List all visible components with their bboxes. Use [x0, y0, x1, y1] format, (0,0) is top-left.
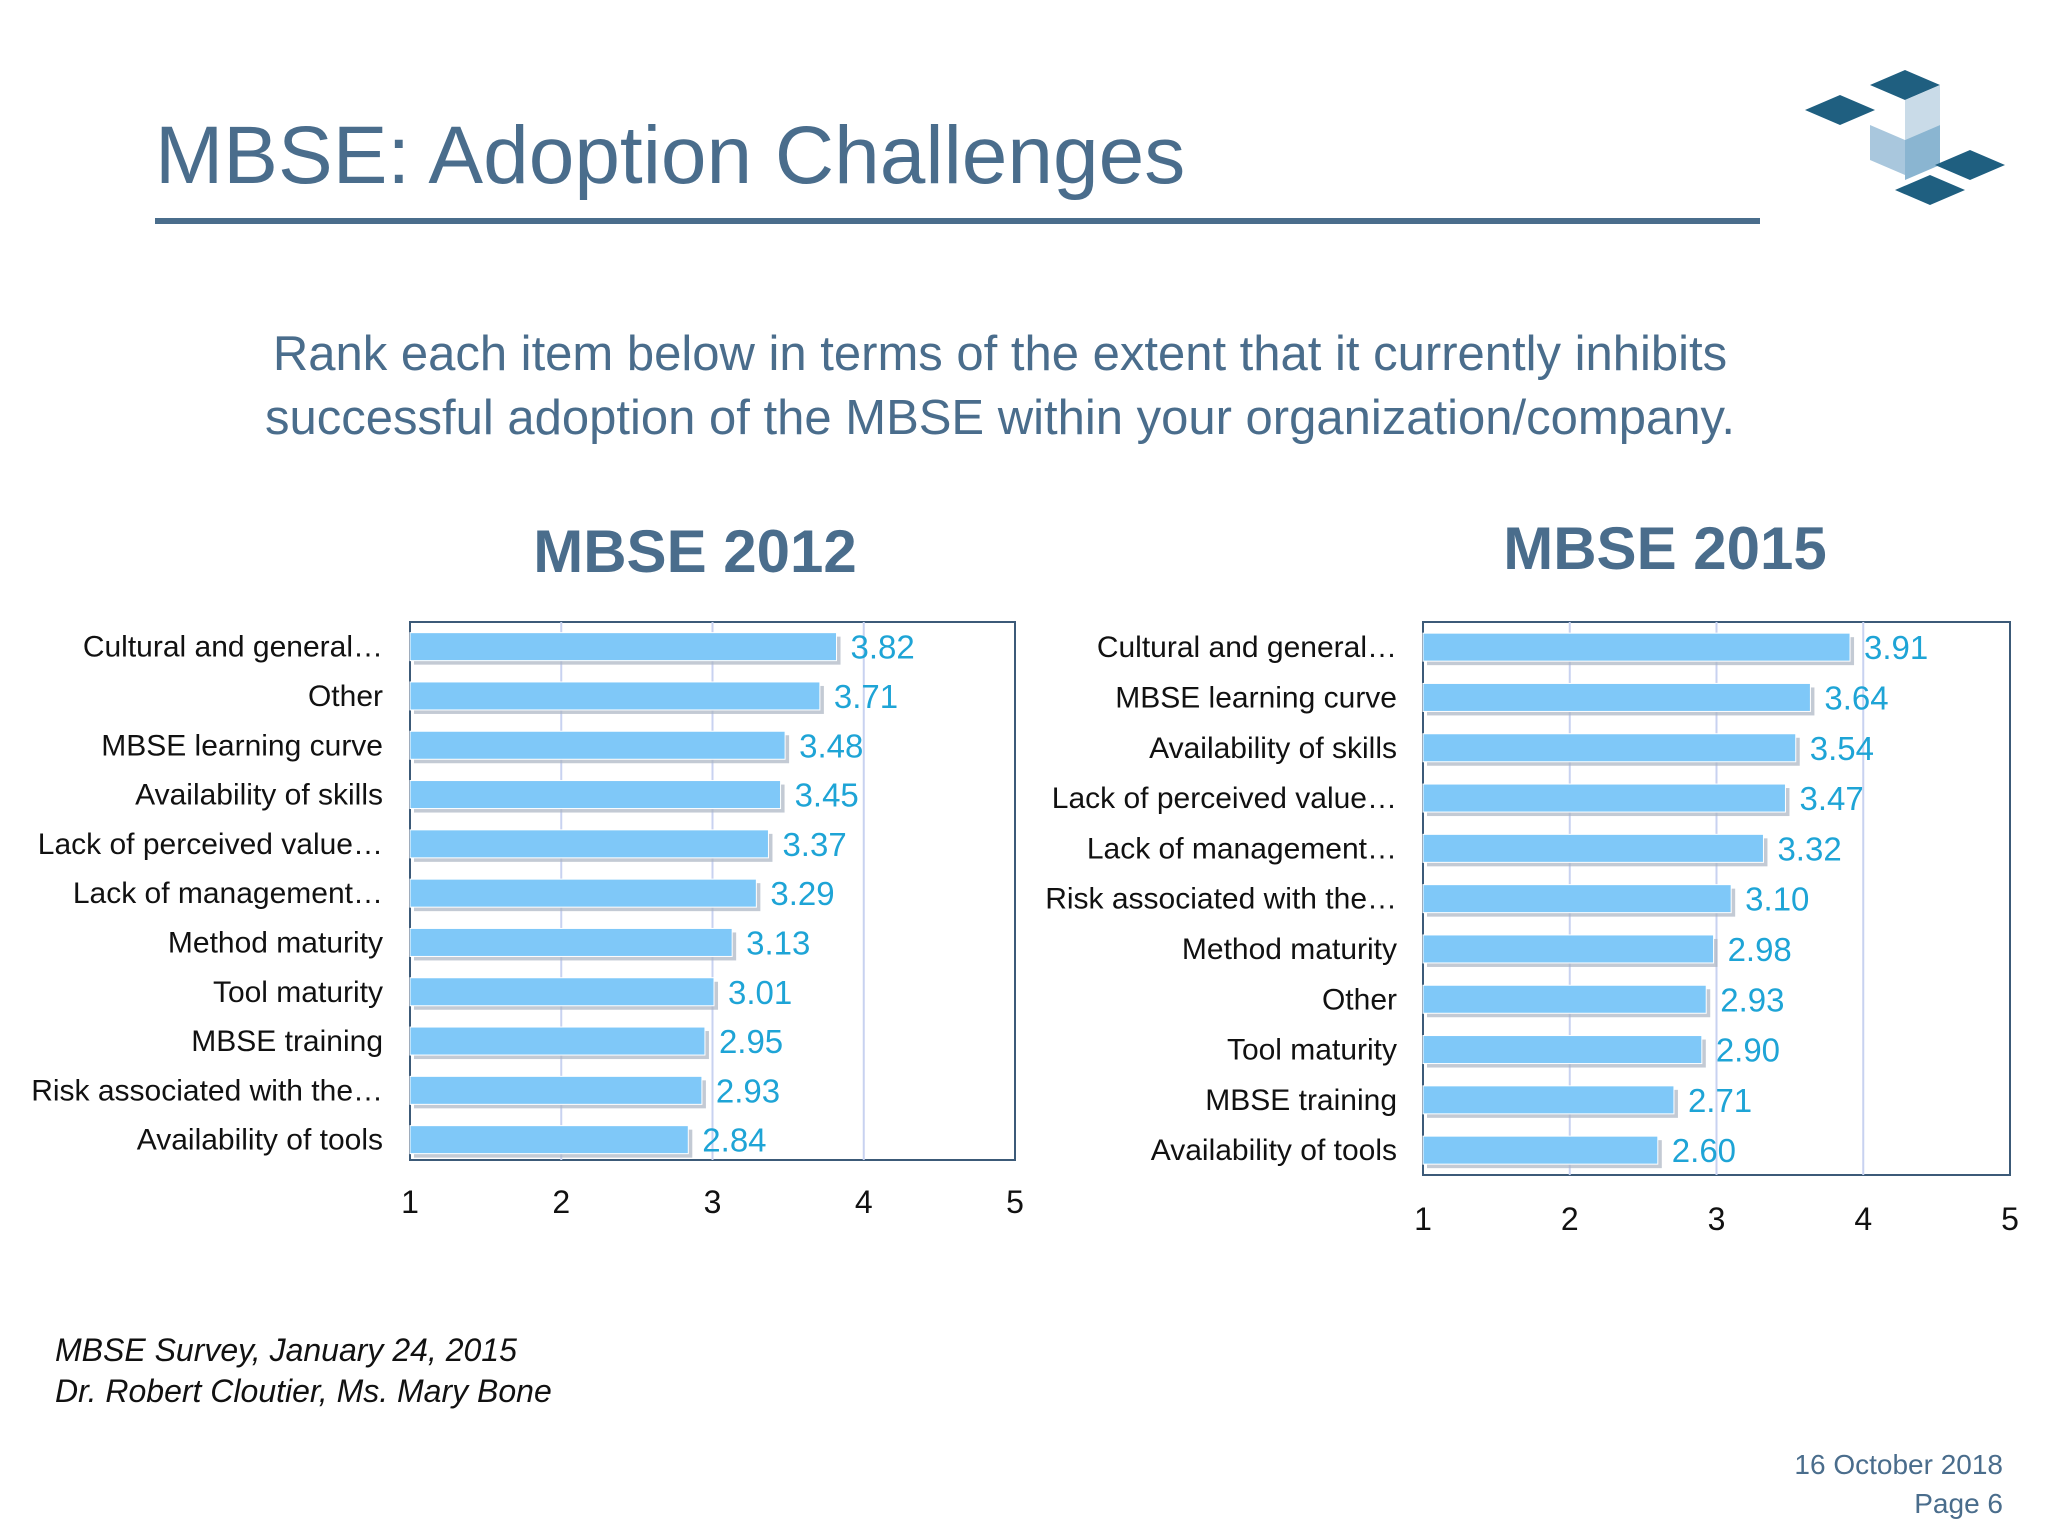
- chart-2015-title: MBSE 2015: [1503, 515, 1827, 582]
- category-label: MBSE learning curve: [101, 729, 383, 762]
- category-label: MBSE training: [191, 1025, 383, 1058]
- stacked-cubes-logo-icon: [1805, 70, 2005, 205]
- bar: [1422, 783, 1786, 813]
- value-label: 3.45: [795, 777, 859, 814]
- category-label: Lack of perceived value…: [38, 828, 383, 861]
- value-label: 2.71: [1688, 1082, 1752, 1119]
- category-label: Lack of management…: [1087, 832, 1397, 865]
- x-tick-label: 2: [1561, 1201, 1579, 1237]
- category-label: Cultural and general…: [83, 631, 383, 664]
- value-label: 2.93: [1720, 981, 1784, 1018]
- x-tick-label: 5: [2001, 1201, 2019, 1237]
- category-label: Availability of skills: [135, 779, 383, 812]
- category-label: Availability of tools: [137, 1124, 383, 1157]
- category-label: Risk associated with the…: [31, 1074, 383, 1107]
- category-label: Other: [1322, 983, 1397, 1016]
- category-label: MBSE training: [1205, 1084, 1397, 1117]
- chart-2015: 1 2 3 4 5 Cultural and general… 3.91 MBSE learn…: [1045, 621, 2019, 1237]
- value-label: 3.71: [834, 678, 898, 715]
- value-label: 2.60: [1672, 1132, 1736, 1169]
- x-tick-label: 4: [855, 1184, 873, 1220]
- bar: [1422, 833, 1764, 863]
- value-label: 2.84: [702, 1122, 766, 1159]
- chart-2012-title: MBSE 2012: [533, 518, 857, 585]
- bar: [409, 927, 733, 957]
- value-label: 3.91: [1864, 629, 1928, 666]
- value-label: 3.13: [746, 924, 810, 961]
- bar: [1422, 934, 1715, 964]
- bar: [1422, 1035, 1703, 1065]
- value-label: 2.98: [1728, 931, 1792, 968]
- bar: [409, 829, 769, 859]
- category-label: Method maturity: [168, 926, 383, 959]
- source-line-1: MBSE Survey, January 24, 2015: [55, 1332, 517, 1368]
- value-label: 3.10: [1745, 881, 1809, 918]
- value-label: 2.93: [716, 1072, 780, 1109]
- value-label: 3.32: [1777, 830, 1841, 867]
- category-label: MBSE learning curve: [1115, 681, 1397, 714]
- chart-2012: 1 2 3 4 5 Cultural and general… 3.82 Other 3.71 M…: [31, 621, 1024, 1220]
- value-label: 2.90: [1716, 1032, 1780, 1069]
- x-tick-label: 1: [1414, 1201, 1432, 1237]
- bar: [409, 681, 821, 711]
- bar: [409, 632, 838, 662]
- x-tick-label: 4: [1854, 1201, 1872, 1237]
- bar: [1422, 884, 1732, 914]
- bar: [1422, 733, 1797, 763]
- category-label: Lack of management…: [73, 877, 383, 910]
- bar: [1422, 1085, 1675, 1115]
- x-tick-label: 1: [401, 1184, 419, 1220]
- question-line-2: successful adoption of the MBSE within y…: [265, 391, 1735, 445]
- bar: [1422, 984, 1707, 1014]
- category-label: Availability of tools: [1151, 1134, 1397, 1167]
- value-label: 3.54: [1810, 730, 1874, 767]
- value-label: 3.47: [1799, 780, 1863, 817]
- bar: [1422, 632, 1851, 662]
- x-tick-label: 5: [1006, 1184, 1024, 1220]
- category-label: Other: [308, 680, 383, 713]
- bar: [1422, 682, 1811, 712]
- value-label: 3.37: [782, 826, 846, 863]
- value-label: 3.48: [799, 727, 863, 764]
- category-label: Cultural and general…: [1097, 631, 1397, 664]
- title-underline: [155, 218, 1760, 224]
- x-tick-label: 3: [704, 1184, 722, 1220]
- value-label: 2.95: [719, 1023, 783, 1060]
- bar: [409, 780, 782, 810]
- source-line-2: Dr. Robert Cloutier, Ms. Mary Bone: [55, 1373, 552, 1409]
- bar: [409, 1075, 703, 1105]
- category-label: Tool maturity: [213, 976, 383, 1009]
- category-label: Risk associated with the…: [1045, 883, 1397, 916]
- x-tick-label: 3: [1708, 1201, 1726, 1237]
- bar: [1422, 1135, 1659, 1165]
- bar: [409, 1125, 689, 1155]
- question-line-1: Rank each item below in terms of the ext…: [272, 327, 1728, 381]
- x-tick-label: 2: [552, 1184, 570, 1220]
- bar: [409, 730, 786, 760]
- value-label: 3.64: [1824, 679, 1888, 716]
- category-label: Tool maturity: [1227, 1034, 1397, 1067]
- footer-date: 16 October 2018: [1794, 1449, 2003, 1480]
- question-text: Rank each item below in terms of the ext…: [130, 322, 1870, 450]
- slide-footer: 16 October 2018 Page 6: [1794, 1445, 2003, 1523]
- source-citation: MBSE Survey, January 24, 2015 Dr. Robert…: [55, 1330, 552, 1412]
- bar: [409, 1026, 706, 1056]
- value-label: 3.01: [728, 974, 792, 1011]
- category-label: Availability of skills: [1149, 732, 1397, 765]
- page-number: Page 6: [1914, 1488, 2003, 1519]
- bar: [409, 878, 757, 908]
- value-label: 3.82: [851, 629, 915, 666]
- slide-title: MBSE: Adoption Challenges: [155, 110, 1186, 201]
- value-label: 3.29: [770, 875, 834, 912]
- bar: [409, 977, 715, 1007]
- category-label: Lack of perceived value…: [1052, 782, 1397, 815]
- category-label: Method maturity: [1182, 933, 1397, 966]
